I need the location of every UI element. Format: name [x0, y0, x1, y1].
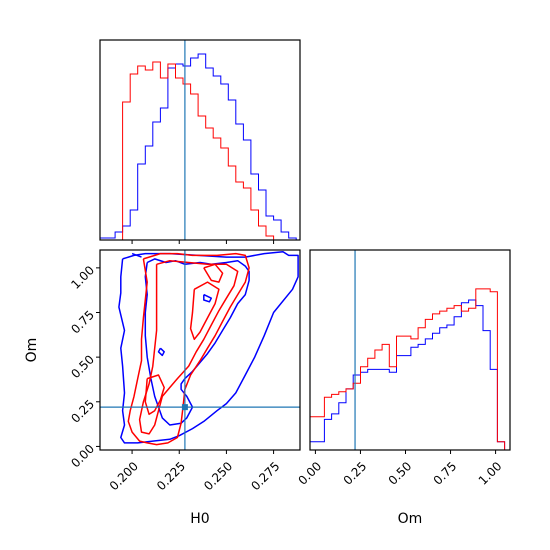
- om-x-tick-label-1: 0.25: [341, 459, 370, 488]
- om-x-tick-label-3: 0.75: [431, 459, 460, 488]
- h0-marginal-histogram-panel: [99, 39, 301, 244]
- h0-histogram-blue: [99, 53, 297, 240]
- contour-lines: [118, 251, 299, 446]
- y-axis-label-om: Om: [24, 338, 40, 363]
- om-panel-frame: [309, 249, 511, 451]
- joint-truth-marker: [181, 404, 188, 411]
- contour-red-3: [144, 374, 165, 416]
- h0-tick-label-2: 0.250: [201, 459, 235, 493]
- om-y-tick-label-0: 0.00: [68, 442, 97, 471]
- om-y-tick-label-4: 1.00: [68, 263, 97, 292]
- h0-tick-label-3: 0.275: [248, 459, 282, 493]
- om-histogram-red: [309, 288, 506, 450]
- contour-red-1: [138, 259, 239, 435]
- h0-tick-label-0: 0.200: [107, 459, 141, 493]
- om-histogram-blue: [309, 299, 506, 450]
- contour-blue-4: [157, 347, 165, 357]
- h0-om-joint-contour-panel: 0.200 0.225 0.250 0.275 0.00 0.25 0.50 0.75 1.00: [68, 249, 301, 493]
- om-y-tick-label-2: 0.50: [68, 352, 97, 381]
- h0-tick-label-1: 0.225: [154, 459, 188, 493]
- contour-red-4: [203, 263, 224, 283]
- contour-blue-2: [131, 252, 142, 258]
- om-y-tick-label-3: 0.75: [68, 308, 97, 337]
- x-axis-label-h0: H0: [190, 511, 209, 527]
- om-x-tick-label-2: 0.50: [386, 459, 415, 488]
- contour-blue-3: [203, 293, 213, 303]
- h0-panel-frame: [99, 39, 301, 241]
- contour-red-2: [189, 281, 220, 341]
- joint-panel-frame: [99, 249, 301, 451]
- om-x-tick-label-0: 0.00: [296, 459, 325, 488]
- om-x-tick-label-4: 1.00: [476, 459, 505, 488]
- h0-histogram-red: [100, 61, 297, 241]
- x-axis-label-om: Om: [398, 511, 423, 527]
- om-marginal-histogram-panel: 0.00 0.25 0.50 0.75 1.00: [296, 249, 511, 488]
- om-y-tick-label-1: 0.25: [68, 397, 97, 426]
